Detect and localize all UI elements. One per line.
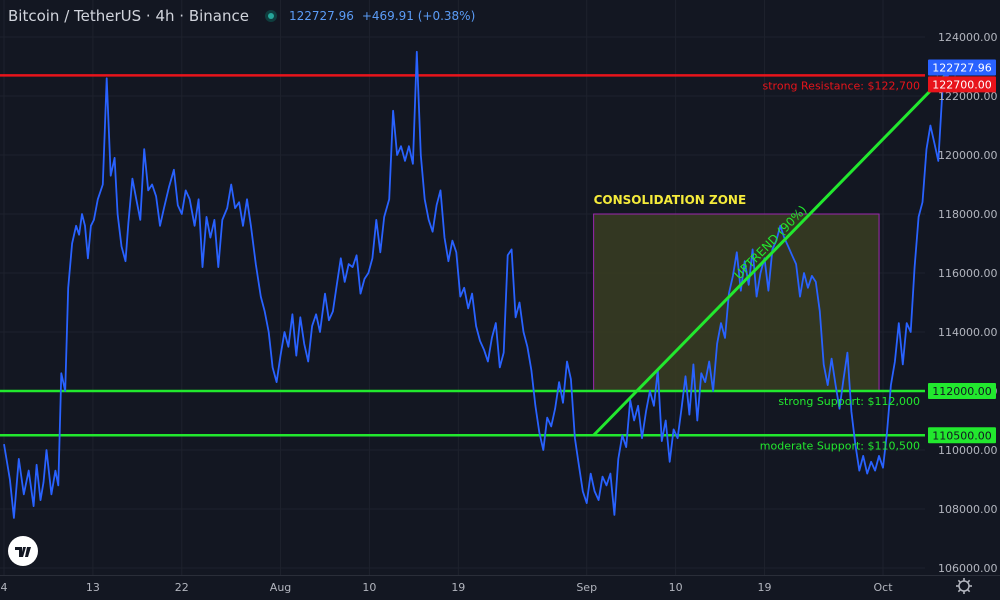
gear-ring	[958, 580, 970, 592]
level-annotation: moderate Support: $110,500	[760, 439, 920, 452]
y-tick-label: 106000.00	[938, 562, 998, 575]
market-status-icon	[264, 10, 277, 22]
y-tick-label: 118000.00	[938, 208, 998, 221]
support-resistance-levels	[0, 74, 925, 437]
consolidation-zone-box	[593, 213, 880, 392]
last-price: 122727.96	[288, 9, 354, 23]
level-annotation: strong Resistance: $122,700	[763, 79, 920, 92]
x-tick-label: Aug	[270, 581, 291, 594]
y-tick-label: 114000.00	[938, 326, 998, 339]
price-line	[3, 50, 948, 519]
price-series	[3, 50, 948, 519]
price-badge-label: 112000.00	[932, 385, 992, 398]
x-tick-label: 22	[175, 581, 189, 594]
y-tick-label: 108000.00	[938, 503, 998, 516]
price-change: +469.91 (+0.38%)	[361, 9, 476, 23]
symbol-title[interactable]: Bitcoin / TetherUS · 4h · Binance	[8, 7, 249, 25]
x-tick-label: 19	[757, 581, 771, 594]
price-badge	[928, 427, 996, 444]
price-badge	[928, 76, 996, 93]
chart-header: Bitcoin / TetherUS · 4h · Binance 122727…	[8, 4, 475, 28]
consolidation-zone-label: CONSOLIDATION ZONE	[594, 193, 747, 207]
x-tick-label: 19	[451, 581, 465, 594]
price-badge-label: 122727.96	[932, 62, 992, 75]
consolidation-zone: CONSOLIDATION ZONE	[593, 193, 880, 392]
level-annotation: strong Support: $112,000	[778, 395, 920, 408]
price-badge-label: 122700.00	[932, 78, 992, 91]
y-tick-label: 122000.00	[938, 90, 998, 103]
grid	[0, 0, 925, 575]
x-tick-label: 13	[86, 581, 100, 594]
y-tick-label: 110000.00	[938, 444, 998, 457]
uptrend-line	[592, 73, 948, 437]
tradingview-logo	[8, 536, 38, 566]
settings-gear-icon[interactable]	[956, 578, 972, 594]
price-badge	[928, 59, 996, 76]
x-tick-label: 10	[362, 581, 376, 594]
x-tick-label: 10	[669, 581, 683, 594]
price-badge	[928, 383, 996, 399]
y-tick-label: 120000.00	[938, 149, 998, 162]
axes: 124000.00 122000.00 120000.00 118000.00 1160…	[0, 31, 1000, 594]
price-badge-label: 110500.00	[932, 429, 992, 442]
x-tick-label: 4	[1, 581, 8, 594]
y-tick-label: 124000.00	[938, 31, 998, 44]
logo-mark	[15, 547, 31, 557]
y-tick-label: 116000.00	[938, 267, 998, 280]
x-tick-label: Oct	[873, 581, 893, 594]
x-tick-label: Sep	[576, 581, 597, 594]
